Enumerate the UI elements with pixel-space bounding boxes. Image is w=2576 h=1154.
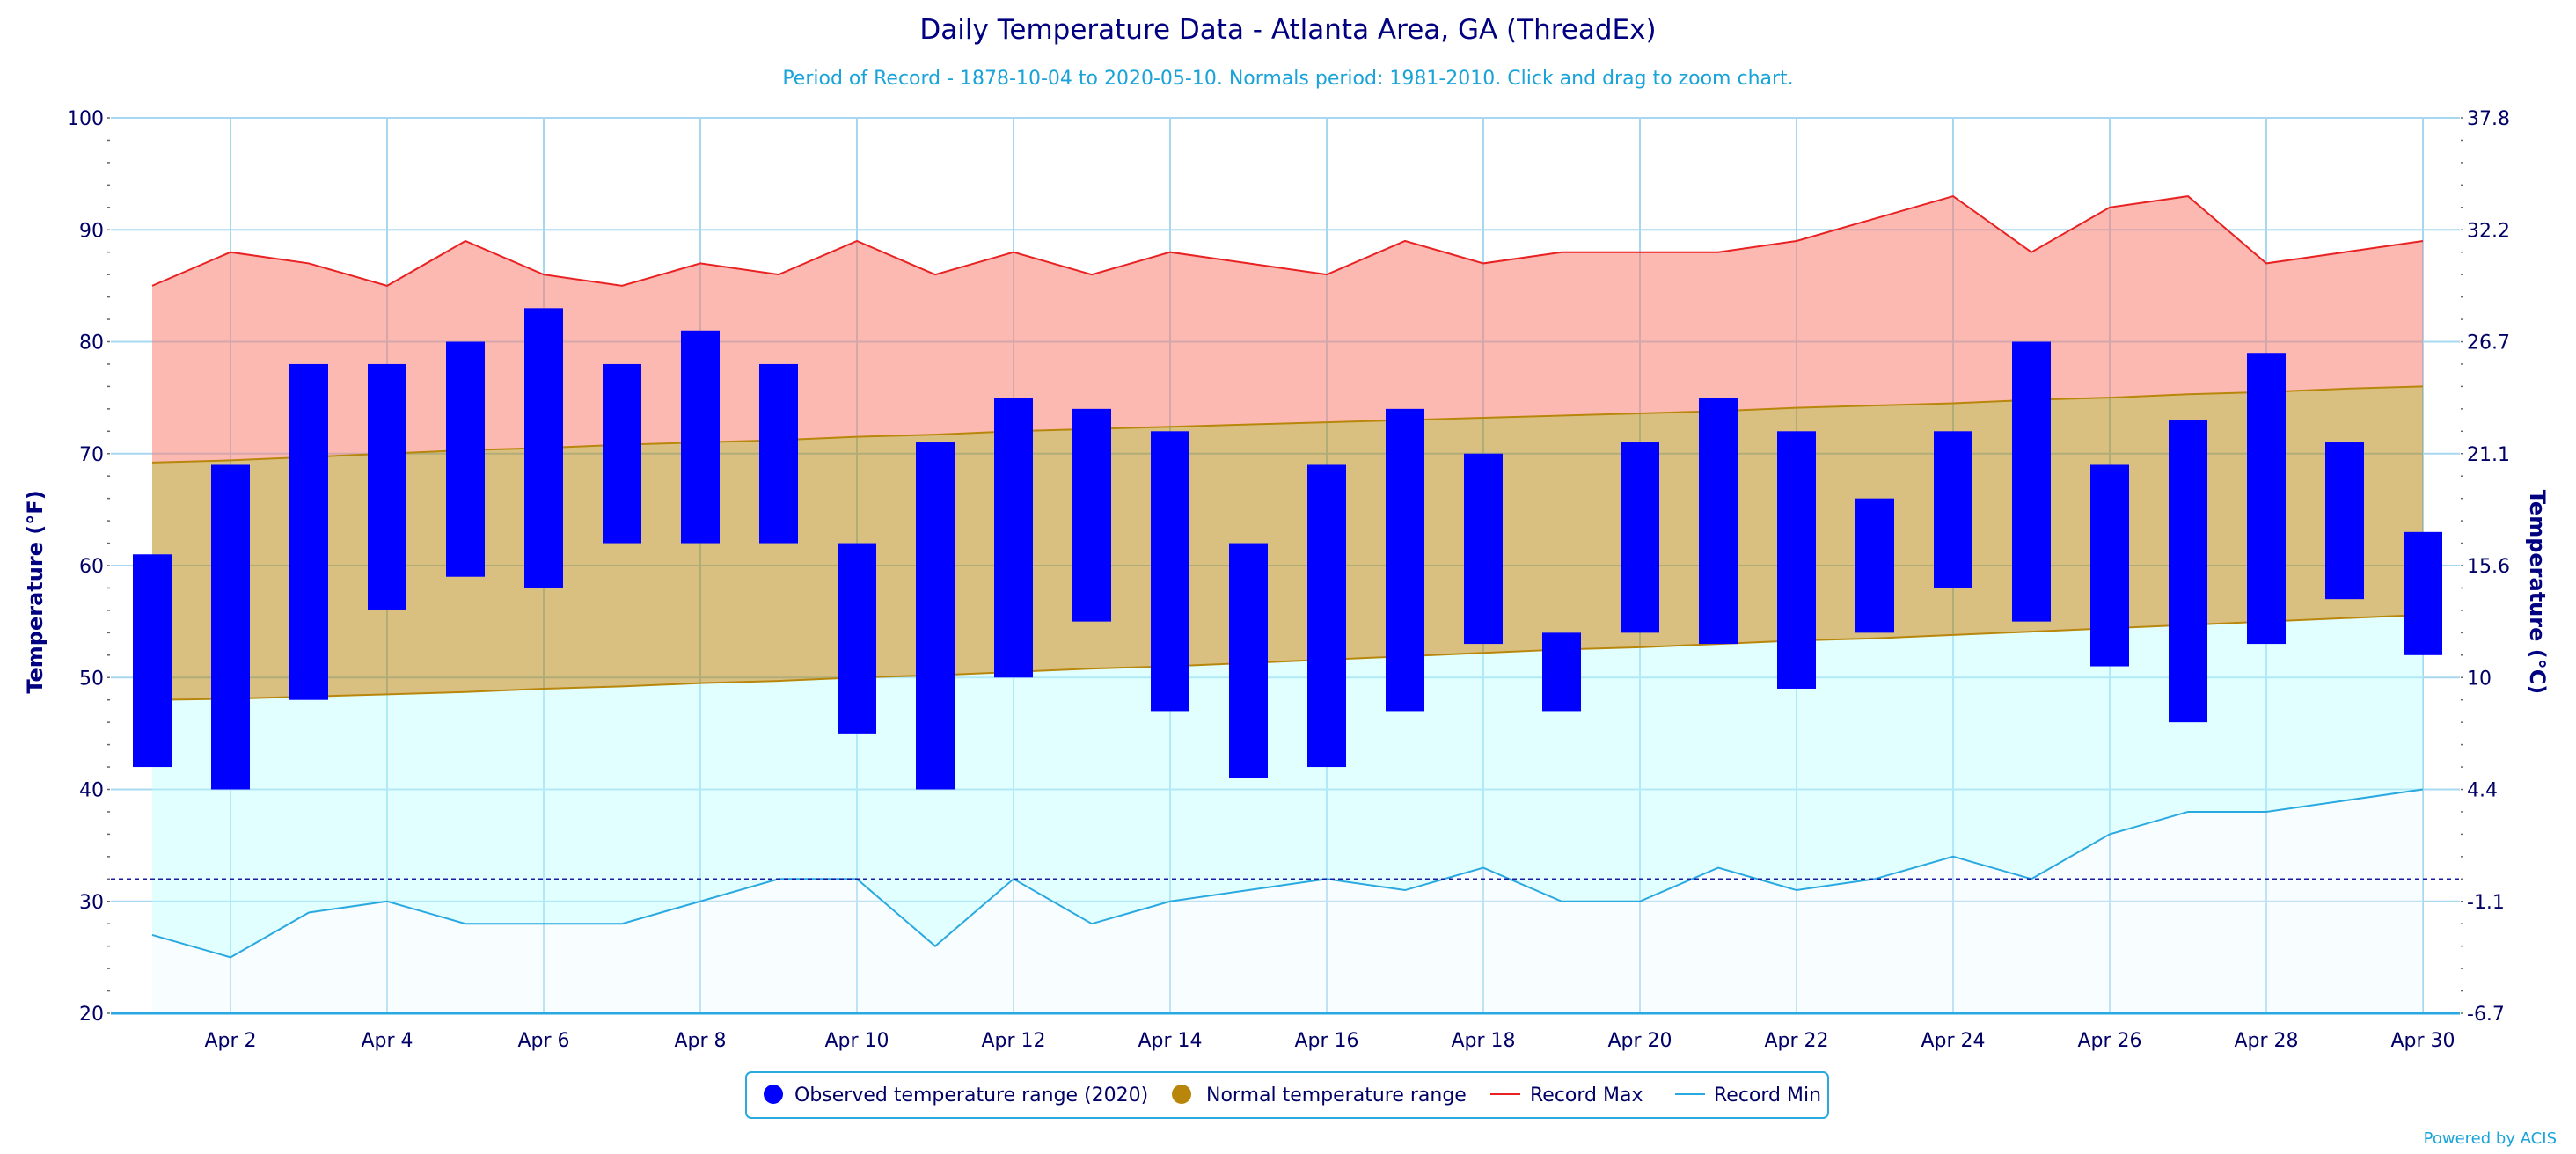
observed-bars (133, 308, 2442, 790)
x-tick-label: Apr 24 (1921, 1030, 1985, 1052)
normal-low-line (151, 613, 2424, 701)
legend-label-observed: Observed temperature range (2020) (794, 1085, 1148, 1107)
x-tick-label: Apr 16 (1294, 1030, 1358, 1052)
observed-bar[interactable] (2090, 464, 2129, 667)
x-tick-label: Apr 26 (2077, 1030, 2141, 1052)
observed-bar[interactable] (1621, 442, 1659, 633)
x-tick-label: Apr 30 (2390, 1030, 2455, 1052)
plot-areas (152, 196, 2423, 1013)
legend-item-record-max[interactable]: Record Max (1490, 1085, 1643, 1107)
x-tick-label: Apr 20 (1607, 1030, 1672, 1052)
legend-label-record-max: Record Max (1530, 1085, 1643, 1107)
x-tick-label: Apr 6 (517, 1030, 569, 1052)
record-min-line (151, 788, 2424, 959)
x-tick-label: Apr 10 (824, 1030, 889, 1052)
observed-bar[interactable] (1699, 398, 1738, 645)
y2-tick-label: 10 (2467, 668, 2492, 690)
observed-bar[interactable] (1542, 632, 1581, 712)
legend-symbol-normal (1172, 1085, 1191, 1104)
axes: 20 30 40 50 60 70 80 90 100 -6.7 -1.1 4.4 10 15.6 21.1… (67, 108, 2510, 1052)
x-tick-label: Apr 28 (2234, 1030, 2298, 1052)
y-tick-label: 90 (79, 220, 104, 242)
observed-bar[interactable] (133, 554, 172, 768)
y2-tick-label: -1.1 (2467, 892, 2505, 914)
observed-bar[interactable] (2012, 341, 2051, 622)
legend-symbol-observed (764, 1085, 783, 1104)
y-tick-label: 100 (67, 108, 104, 130)
observed-bar[interactable] (2325, 442, 2364, 600)
observed-bar[interactable] (1855, 498, 1894, 633)
legend-box (745, 1071, 1829, 1119)
x-tick-label: Apr 18 (1451, 1030, 1515, 1052)
observed-bar[interactable] (1464, 453, 1503, 645)
y2-tick-label: 21.1 (2467, 444, 2510, 466)
observed-bar[interactable] (446, 341, 485, 577)
record-min-area (152, 614, 2423, 958)
observed-bar[interactable] (368, 363, 406, 610)
y-axis-title: Temperature (°F) (23, 490, 48, 693)
chart-title: Daily Temperature Data - Atlanta Area, G… (919, 14, 1656, 46)
x-tick-label: Apr 8 (674, 1030, 726, 1052)
observed-bar[interactable] (2404, 531, 2442, 655)
y2-tick-label: 37.8 (2467, 108, 2510, 130)
observed-bar[interactable] (1386, 408, 1424, 712)
y-tick-label: 70 (79, 444, 104, 466)
observed-bar[interactable] (1934, 431, 1972, 588)
x-tick-label: Apr 4 (361, 1030, 413, 1052)
observed-bar[interactable] (2169, 420, 2207, 723)
y-tick-label: 80 (79, 332, 104, 354)
observed-bar[interactable] (1777, 431, 1816, 689)
observed-bar[interactable] (1072, 408, 1111, 622)
y-tick-label: 60 (79, 556, 104, 578)
observed-bar[interactable] (603, 363, 641, 544)
y2-tick-label: 32.2 (2467, 220, 2510, 242)
y-tick-label: 30 (79, 892, 104, 914)
legend-label-record-min: Record Min (1714, 1085, 1821, 1107)
legend-label-normal: Normal temperature range (1206, 1085, 1467, 1107)
x-tick-label: Apr 2 (204, 1030, 256, 1052)
below-min-area (152, 789, 2423, 1013)
observed-bar[interactable] (2247, 353, 2286, 645)
chart-subtitle: Period of Record - 1878-10-04 to 2020-05… (782, 68, 1793, 90)
y2-tick-label: -6.7 (2467, 1004, 2505, 1026)
observed-bar[interactable] (838, 543, 876, 734)
observed-bar[interactable] (681, 330, 720, 544)
x-tick-label: Apr 14 (1138, 1030, 1202, 1052)
y2-tick-label: 26.7 (2467, 332, 2510, 354)
observed-bar[interactable] (759, 363, 798, 544)
y-tick-label: 20 (79, 1004, 104, 1026)
legend-item-record-min[interactable]: Record Min (1675, 1085, 1821, 1107)
x-tick-label: Apr 22 (1764, 1030, 1828, 1052)
x-tick-label: Apr 12 (981, 1030, 1045, 1052)
legend: Observed temperature range (2020) Normal… (745, 1071, 1829, 1119)
observed-bar[interactable] (916, 442, 955, 790)
credits[interactable]: Powered by ACIS (2424, 1129, 2557, 1148)
y2-tick-label: 15.6 (2467, 556, 2510, 578)
normal-range-area (152, 386, 2423, 700)
legend-item-observed[interactable]: Observed temperature range (2020) (764, 1085, 1148, 1107)
legend-item-normal[interactable]: Normal temperature range (1172, 1085, 1467, 1107)
observed-bar[interactable] (1229, 543, 1268, 778)
observed-bar[interactable] (994, 398, 1033, 678)
observed-bar[interactable] (1151, 431, 1189, 712)
y2-tick-label: 4.4 (2467, 780, 2498, 802)
record-max-line (151, 194, 2424, 287)
observed-bar[interactable] (211, 464, 250, 790)
y-tick-label: 50 (79, 668, 104, 690)
record-max-area (152, 196, 2423, 463)
observed-bar[interactable] (1307, 464, 1346, 768)
y2-axis-title: Temperature (°C) (2525, 490, 2550, 695)
observed-bar[interactable] (524, 308, 563, 588)
y-tick-label: 40 (79, 780, 104, 802)
observed-bar[interactable] (289, 363, 328, 700)
